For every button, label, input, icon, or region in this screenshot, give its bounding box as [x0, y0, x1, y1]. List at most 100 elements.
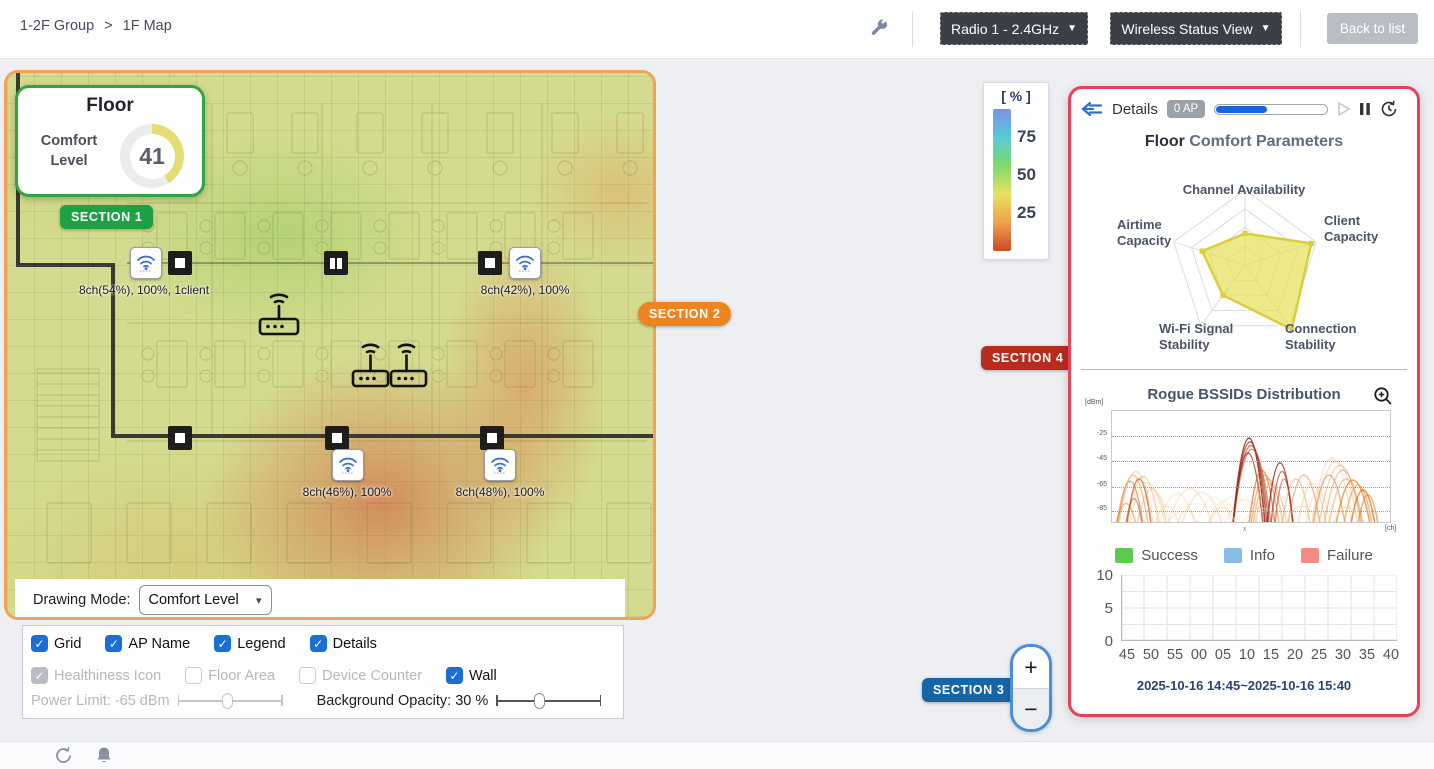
checkbox-device-counter: Device Counter [299, 667, 422, 684]
bar-xtick: 30 [1334, 647, 1352, 663]
router-icon[interactable] [256, 289, 302, 344]
checkbox-box[interactable]: ✓ [105, 635, 123, 652]
ap-count-badge: 0 AP [1166, 100, 1206, 118]
pause-icon[interactable] [1359, 102, 1371, 116]
details-label: Details [1112, 100, 1158, 118]
access-point-icon[interactable] [130, 247, 162, 279]
comfort-parameters-radar-chart [1173, 189, 1317, 332]
bar-xtick-row: 45 50 55 00 05 10 15 20 25 30 35 40 [1115, 647, 1403, 663]
wall-device-icon[interactable] [324, 251, 348, 275]
radar-axis-connection-stability: Connection Stability [1285, 321, 1357, 353]
background-opacity-slider-thumb[interactable] [534, 693, 546, 709]
bar-xtick: 05 [1214, 647, 1232, 663]
power-limit-slider[interactable] [177, 692, 283, 710]
details-panel: Details 0 AP Floor Comfort Parameters Ch… [1068, 86, 1420, 717]
timeline-progress-slider[interactable] [1214, 103, 1329, 115]
checkbox-label: Grid [54, 635, 82, 652]
scale-tick-50: 50 [1017, 165, 1036, 184]
checkbox-details[interactable]: ✓ Details [309, 635, 377, 652]
checkbox-label: Details [332, 635, 377, 652]
floor-map-canvas[interactable]: 8ch(54%), 100%, 1client 8ch(42%), 100% 8… [4, 70, 656, 620]
access-point-icon[interactable] [332, 449, 364, 481]
comfort-level-value: 41 [129, 133, 175, 179]
dual-router-icon[interactable] [351, 339, 429, 396]
wall-device-icon[interactable] [325, 426, 349, 450]
comfort-level-label: Comfort Level [40, 133, 98, 169]
bar-xtick: 35 [1358, 647, 1376, 663]
drawing-mode-label: Drawing Mode: [33, 592, 131, 608]
checkbox-box: ✓ [31, 667, 48, 684]
bar-xtick: 40 [1382, 647, 1400, 663]
floor-comfort-card: Floor Comfort Level 41 [15, 85, 205, 197]
legend-label: Failure [1326, 547, 1373, 564]
top-bar: 1-2F Group > 1F Map Radio 1 - 2.4GHz ▼ Wi… [0, 0, 1434, 59]
section-3-badge: SECTION 3 [922, 678, 1016, 702]
heatmap-scale-legend: [ % ] 75 50 25 [983, 82, 1049, 260]
topbar-divider-1 [912, 11, 913, 47]
slider-row: Power Limit: -65 dBm Background Opacity:… [31, 692, 602, 710]
access-point-icon[interactable] [484, 449, 516, 481]
scale-tick-25: 25 [1017, 203, 1036, 222]
bar-ytick-0: 0 [1104, 633, 1113, 650]
scale-gradient-bar [993, 109, 1011, 251]
power-limit-label: Power Limit: -65 dBm [31, 693, 170, 709]
legend-label: Success [1141, 547, 1198, 564]
play-icon[interactable] [1337, 102, 1351, 116]
radio-select-dropdown[interactable]: Radio 1 - 2.4GHz ▼ [940, 12, 1088, 45]
background-opacity-label: Background Opacity: 30 % [316, 693, 489, 709]
background-opacity-slider[interactable] [496, 692, 602, 710]
checkbox-floor-area: Floor Area [185, 667, 275, 684]
wall-device-icon[interactable] [480, 426, 504, 450]
details-panel-header: Details 0 AP [1081, 100, 1398, 118]
checkbox-box[interactable]: ✓ [446, 667, 464, 684]
checkbox-ap-name[interactable]: ✓ AP Name [105, 635, 190, 652]
legend-info: Info [1223, 547, 1275, 564]
drawing-mode-select[interactable]: Comfort Level ▾ [138, 585, 272, 615]
back-arrow-icon[interactable] [1081, 101, 1103, 117]
wall-lines [16, 73, 653, 438]
wall-device-icon[interactable] [168, 426, 192, 450]
checkbox-legend[interactable]: ✓ Legend [214, 635, 286, 652]
bar-xtick: 55 [1166, 647, 1184, 663]
event-bar-chart [1121, 575, 1397, 641]
ap-status-label: 8ch(46%), 100% [302, 485, 392, 499]
zoom-out-button[interactable]: − [1013, 689, 1049, 729]
radar-axis-channel-availability: Channel Availability [1182, 182, 1306, 197]
power-limit-slider-thumb[interactable] [221, 693, 233, 709]
checkbox-box[interactable]: ✓ [214, 635, 232, 652]
magnifier-zoom-icon[interactable] [1373, 386, 1393, 406]
breadcrumb-separator: > [104, 18, 113, 34]
wall-device-icon[interactable] [478, 251, 502, 275]
bar-xtick: 10 [1238, 647, 1256, 663]
bar-xtick: 00 [1190, 647, 1208, 663]
checkbox-wall[interactable]: ✓ Wall [446, 667, 497, 684]
checkbox-box[interactable]: ✓ [31, 635, 48, 652]
bar-xtick: 20 [1286, 647, 1304, 663]
breadcrumb-current-page: 1F Map [122, 18, 172, 34]
rogue-xtick: x [1243, 526, 1247, 533]
view-select-dropdown[interactable]: Wireless Status View ▼ [1110, 12, 1282, 45]
timeline-progress-fill [1216, 105, 1267, 113]
ap-status-label: 8ch(54%), 100%, 1client [78, 283, 210, 297]
wall-device-icon[interactable] [168, 251, 192, 275]
comfort-card-title: Floor [86, 95, 134, 116]
ap-status-label: 8ch(48%), 100% [455, 485, 545, 499]
wrench-icon[interactable] [869, 18, 889, 38]
history-refresh-icon[interactable] [1380, 100, 1398, 118]
access-point-icon[interactable] [509, 247, 541, 279]
checkbox-grid[interactable]: ✓ Grid [31, 635, 81, 652]
zoom-in-button[interactable]: + [1013, 647, 1049, 689]
time-range-label: 2025-10-16 14:45~2025-10-16 15:40 [1136, 678, 1352, 693]
radar-axis-wifi-signal-stability: Wi-Fi Signal Stability [1159, 321, 1234, 353]
checkbox-box[interactable]: ✓ [309, 635, 327, 652]
refresh-icon[interactable] [54, 746, 73, 769]
legend-failure: Failure [1300, 547, 1373, 564]
back-to-list-button[interactable]: Back to list [1327, 13, 1418, 44]
breadcrumb-group-link[interactable]: 1-2F Group [20, 18, 95, 34]
event-legend: Success Info Failure [1071, 547, 1417, 564]
bell-icon[interactable] [95, 746, 113, 769]
legend-success: Success [1115, 547, 1198, 564]
checkbox-label: Wall [469, 667, 497, 684]
rogue-ytick: -25 [1096, 430, 1107, 437]
